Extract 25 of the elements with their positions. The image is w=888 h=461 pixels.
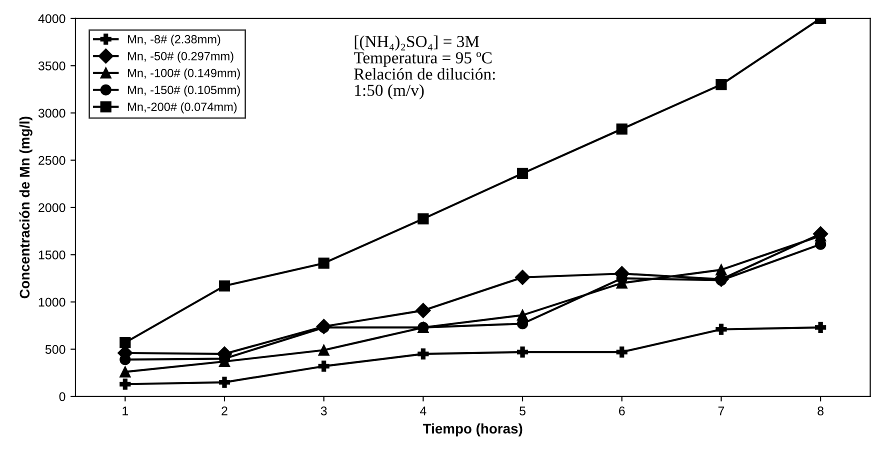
y-tick-label: 2000 <box>38 203 66 212</box>
legend-label: Mn, -50# (0.297mm) <box>128 52 234 63</box>
y-tick-label: 500 <box>45 345 66 354</box>
x-tick-label: 7 <box>718 406 724 416</box>
legend-label: Mn,-200# (0.074mm) <box>128 102 237 114</box>
x-tick-label: 1 <box>122 406 128 416</box>
annotation: [(NH₄)₂SO₄] = 3M Temperatura = 95 ºC Relación de dilución: 1:50 (m/v) <box>354 35 495 100</box>
y-tick-label: 0 <box>59 392 66 402</box>
y-tick-label: 2500 <box>38 156 66 165</box>
y-tick-label: 1500 <box>38 250 66 260</box>
legend-label: Mn, -100# (0.149mm) <box>128 68 240 80</box>
x-tick-label: 3 <box>320 406 327 416</box>
legend-label: Mn, -150# (0.105mm) <box>128 85 240 96</box>
y-axis-title: Concentración de Mn (mg/l) <box>19 116 32 298</box>
y-tick-label: 3000 <box>38 108 66 118</box>
x-tick-label: 6 <box>619 406 625 416</box>
x-tick-label: 8 <box>818 406 824 416</box>
x-axis-title: Tiempo (horas) <box>422 423 522 436</box>
y-tick-label: 4000 <box>38 14 66 24</box>
y-tick-label: 1000 <box>38 298 66 307</box>
x-tick-label: 4 <box>420 406 426 416</box>
x-tick-label: 2 <box>222 406 228 416</box>
x-tick-label: 5 <box>520 406 526 416</box>
legend-label: Mn, -8# (2.38mm) <box>128 34 220 46</box>
y-tick-label: 3500 <box>38 61 66 70</box>
